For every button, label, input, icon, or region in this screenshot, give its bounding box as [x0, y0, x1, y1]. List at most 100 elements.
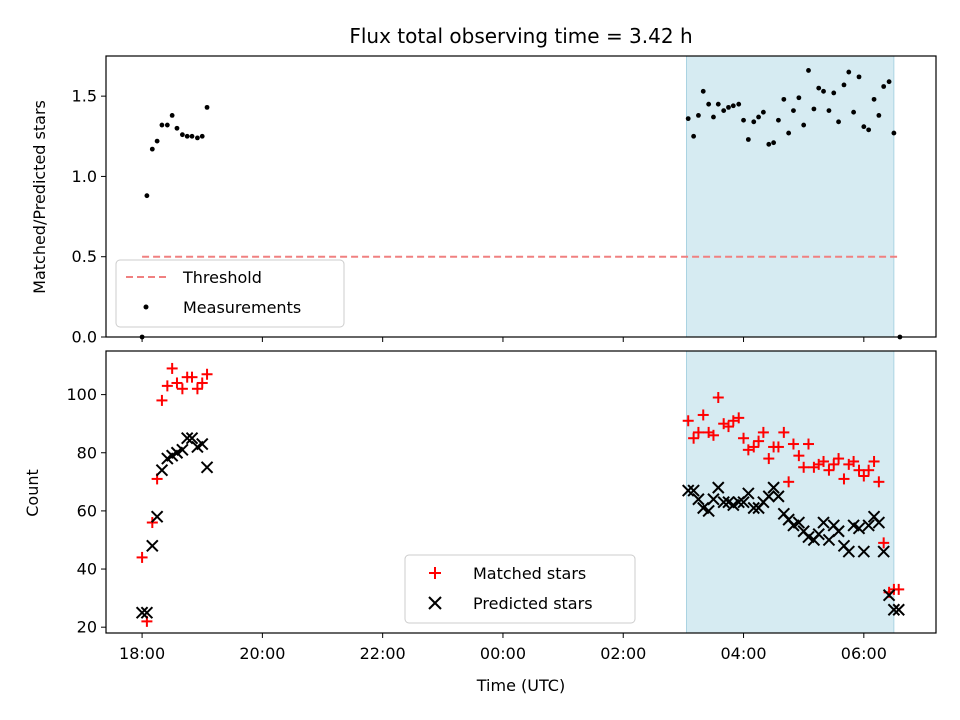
matched-star-point — [161, 380, 173, 392]
top-legend-box — [115, 259, 345, 328]
top-legend: Threshold Measurements — [115, 259, 345, 328]
measurement-point — [806, 68, 811, 73]
predicted-star-point — [707, 493, 720, 506]
matched-star-point — [763, 453, 775, 465]
measurement-point — [760, 109, 766, 115]
bottom-panel: 20 40 60 80 100 18:00 20:00 22:00 00:00 02:00 04:… — [23, 350, 937, 695]
measurement-point — [159, 122, 165, 128]
predicted-star-point — [712, 481, 725, 494]
bottom-x-ticks: 18:00 20:00 22:00 00:00 02:00 04:00 06:00 — [119, 633, 887, 663]
predicted-star-point — [852, 522, 866, 535]
measurement-point — [169, 113, 175, 118]
measurement-point — [766, 141, 772, 147]
measurement-point — [781, 96, 787, 102]
measurement-point — [721, 108, 727, 113]
matched-star-point — [707, 429, 719, 441]
measurement-point — [715, 101, 721, 107]
x-tick-label: 22:00 — [360, 644, 406, 663]
x-tick-label: 06:00 — [841, 644, 887, 663]
matched-star-point — [753, 435, 765, 447]
measurement-point — [174, 125, 180, 131]
measurement-point — [696, 113, 701, 118]
predicted-star-point — [877, 545, 890, 558]
matched-star-point — [863, 464, 875, 476]
matched-star-point — [823, 464, 835, 476]
matched-star-point — [712, 392, 724, 404]
threshold-legend-label: Threshold — [182, 268, 262, 287]
predicted-star-point — [196, 437, 209, 451]
chart-title: Flux total observing time = 3.42 h — [349, 24, 692, 48]
matched-star-point — [818, 455, 830, 467]
predicted-star-point — [817, 516, 830, 529]
measurement-point — [144, 193, 150, 199]
measurement-point — [881, 84, 887, 89]
top-y-ticks: 0.0 0.5 1.0 1.5 — [72, 87, 106, 347]
x-tick-label: 20:00 — [239, 644, 285, 663]
predicted-star-point — [857, 545, 871, 558]
predicted-star-point — [732, 495, 745, 509]
matched-star-point — [848, 455, 860, 467]
measurement-point — [199, 133, 205, 139]
measurement-point — [826, 108, 832, 113]
predicted-star-point — [140, 606, 154, 619]
measurement-point — [886, 79, 892, 85]
predicted-legend-label: Predicted stars — [473, 594, 593, 613]
predicted-star-point — [767, 481, 780, 494]
bottom-legend-box — [404, 554, 636, 624]
predicted-star-point — [737, 495, 750, 509]
matched-star-point — [191, 383, 203, 395]
measurement-point — [821, 88, 826, 94]
measurement-point — [730, 103, 736, 109]
y-tick-label: 0.0 — [72, 328, 97, 347]
predicted-star-point — [872, 516, 886, 529]
top-y-axis-label: Matched/Predicted stars — [30, 100, 49, 294]
measurement-point — [871, 96, 877, 102]
measurement-point — [726, 104, 731, 110]
predicted-star-point — [155, 463, 169, 477]
y-tick-label: 40 — [77, 560, 97, 579]
predicted-star-point — [200, 461, 214, 474]
bottom-legend: Matched stars Predicted stars — [404, 554, 636, 624]
measurement-point — [149, 146, 155, 152]
predicted-star-point — [792, 516, 806, 529]
measurement-point — [861, 124, 867, 130]
measurement-point — [685, 116, 691, 122]
measurement-point — [841, 82, 847, 88]
measurement-point — [154, 138, 160, 144]
measurement-point — [891, 130, 897, 136]
matched-star-point — [757, 426, 769, 438]
matched-star-point — [873, 476, 885, 488]
matched-star-point — [858, 470, 870, 482]
predicted-star-point — [812, 527, 825, 541]
matched-star-point — [783, 476, 795, 488]
matched-star-point — [697, 409, 709, 421]
matched-star-point — [748, 441, 760, 453]
x-tick-label: 00:00 — [480, 644, 526, 663]
predicted-star-point — [135, 606, 149, 619]
y-tick-label: 1.0 — [72, 167, 97, 186]
top-x-ticks — [141, 337, 865, 342]
predicted-legend-swatch — [428, 596, 442, 610]
measurement-point — [776, 117, 781, 123]
measurements-legend-label: Measurements — [183, 298, 301, 317]
predicted-star-point — [681, 484, 695, 497]
y-tick-label: 60 — [77, 501, 97, 520]
predicted-star-point — [185, 432, 199, 445]
matched-star-point — [893, 583, 905, 595]
x-tick-label: 18:00 — [119, 644, 165, 663]
predicted-star-point — [150, 510, 164, 523]
predicted-star-point — [702, 504, 715, 518]
x-axis-label: Time (UTC) — [476, 676, 565, 695]
predicted-star-point — [842, 545, 855, 558]
top-plot-frame — [105, 55, 937, 338]
measurement-point — [741, 117, 746, 123]
predicted-star-point — [762, 490, 776, 503]
matched-star-point — [868, 455, 880, 467]
measurement-point — [811, 106, 817, 112]
matched-star-point — [778, 426, 790, 438]
matched-star-point — [682, 415, 694, 427]
measurement-point — [816, 85, 822, 91]
measurement-point — [791, 108, 796, 113]
matched-star-point — [176, 383, 188, 395]
